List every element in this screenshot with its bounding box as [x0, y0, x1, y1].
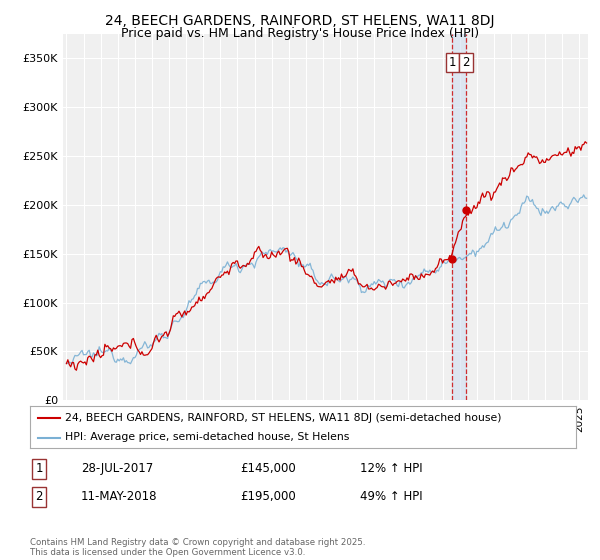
- Text: £195,000: £195,000: [240, 490, 296, 503]
- Text: £145,000: £145,000: [240, 462, 296, 475]
- Text: 24, BEECH GARDENS, RAINFORD, ST HELENS, WA11 8DJ (semi-detached house): 24, BEECH GARDENS, RAINFORD, ST HELENS, …: [65, 413, 502, 423]
- Text: 12% ↑ HPI: 12% ↑ HPI: [360, 462, 422, 475]
- Text: 1: 1: [449, 57, 456, 69]
- Text: Contains HM Land Registry data © Crown copyright and database right 2025.
This d: Contains HM Land Registry data © Crown c…: [30, 538, 365, 557]
- Text: HPI: Average price, semi-detached house, St Helens: HPI: Average price, semi-detached house,…: [65, 432, 350, 442]
- Text: Price paid vs. HM Land Registry's House Price Index (HPI): Price paid vs. HM Land Registry's House …: [121, 27, 479, 40]
- Text: 1: 1: [35, 462, 43, 475]
- Text: 2: 2: [462, 57, 470, 69]
- Text: 24, BEECH GARDENS, RAINFORD, ST HELENS, WA11 8DJ: 24, BEECH GARDENS, RAINFORD, ST HELENS, …: [105, 14, 495, 28]
- Text: 28-JUL-2017: 28-JUL-2017: [81, 462, 153, 475]
- Text: 2: 2: [35, 490, 43, 503]
- Text: 49% ↑ HPI: 49% ↑ HPI: [360, 490, 422, 503]
- Text: 11-MAY-2018: 11-MAY-2018: [81, 490, 157, 503]
- Bar: [452, 34, 466, 400]
